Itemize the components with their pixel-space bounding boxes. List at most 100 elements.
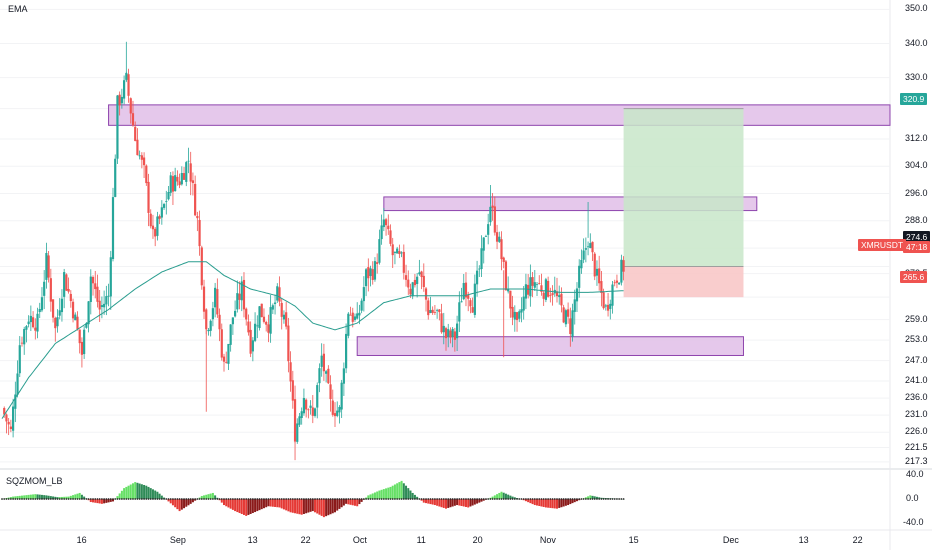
candle	[491, 193, 494, 221]
candle	[5, 413, 8, 434]
momentum-bar	[551, 499, 554, 509]
candle	[322, 343, 325, 381]
squeeze-dot	[516, 498, 518, 500]
candle-body	[116, 95, 119, 159]
momentum-bar	[291, 499, 294, 513]
candle-body	[67, 288, 70, 292]
candle-body	[60, 298, 64, 313]
momentum-bar	[314, 499, 317, 513]
squeeze-dot	[567, 498, 569, 500]
price-tick-label: 253.0	[905, 334, 928, 345]
candle-body	[278, 287, 281, 302]
momentum-bar	[564, 499, 567, 506]
candle	[222, 353, 226, 372]
candle-body	[234, 310, 237, 317]
squeeze-dot	[185, 498, 188, 500]
candle-body	[100, 305, 103, 307]
squeeze-dot	[158, 498, 161, 500]
squeeze-dot	[112, 498, 114, 500]
squeeze-dot	[369, 498, 372, 500]
squeeze-dot	[380, 498, 383, 500]
momentum-bar	[147, 486, 150, 499]
squeeze-dot	[405, 498, 407, 500]
candle-body	[189, 163, 192, 182]
momentum-bar	[549, 499, 552, 508]
squeeze-dot	[513, 498, 516, 500]
momentum-bar	[72, 495, 75, 499]
candle-body	[267, 324, 270, 333]
squeeze-dot	[143, 498, 145, 500]
candle	[347, 312, 350, 339]
candle-body	[191, 180, 195, 183]
candle-body	[256, 325, 259, 327]
squeeze-dot	[558, 498, 561, 500]
squeeze-dot	[169, 498, 172, 500]
candle	[500, 231, 503, 271]
candle	[533, 269, 536, 291]
momentum-bar	[540, 499, 543, 507]
momentum-bar	[180, 499, 183, 510]
candle-body	[491, 205, 494, 208]
candle-body	[245, 308, 248, 320]
candle	[586, 241, 590, 256]
candle-body	[31, 317, 35, 328]
candle	[313, 407, 317, 418]
momentum-bar	[234, 499, 237, 512]
candle	[167, 185, 170, 201]
candle-body	[3, 408, 6, 415]
squeeze-dot	[251, 498, 254, 500]
squeeze-dot	[536, 498, 538, 500]
squeeze-dot	[411, 498, 414, 500]
candle	[433, 305, 436, 316]
candle	[569, 307, 572, 347]
candle	[131, 100, 135, 127]
momentum-bar	[556, 499, 558, 509]
momentum-bar	[12, 496, 15, 499]
squeeze-dot	[525, 498, 527, 500]
candle-body	[307, 409, 310, 411]
candle-body	[586, 246, 590, 248]
squeeze-dot	[551, 498, 554, 500]
squeeze-dot	[538, 498, 541, 500]
momentum-bar	[220, 499, 223, 503]
squeeze-dot	[580, 498, 583, 500]
candle	[16, 360, 19, 398]
squeeze-dot	[394, 498, 396, 500]
momentum-bar	[387, 487, 390, 499]
candle	[256, 315, 259, 339]
squeeze-dot	[458, 498, 461, 500]
candle	[451, 327, 454, 348]
candle	[247, 314, 250, 336]
candle	[325, 369, 328, 383]
momentum-bar	[380, 489, 383, 499]
candle	[349, 306, 352, 316]
candle-body	[575, 288, 579, 302]
candle-body	[615, 280, 619, 283]
momentum-bar	[136, 482, 139, 499]
momentum-bar	[49, 496, 52, 499]
squeeze-dot	[371, 498, 374, 500]
squeeze-dot	[518, 498, 521, 500]
candle-body	[49, 278, 52, 302]
candle	[54, 316, 57, 342]
candle	[504, 259, 508, 291]
candle	[342, 362, 345, 396]
candle-body	[493, 206, 496, 233]
squeeze-dot	[23, 498, 26, 500]
momentum-bar	[154, 490, 157, 499]
squeeze-dot	[29, 498, 32, 500]
squeeze-dot	[132, 498, 134, 500]
squeeze-dot	[358, 498, 361, 500]
candle	[103, 290, 106, 315]
momentum-bar	[52, 496, 55, 499]
squeeze-dot	[258, 498, 261, 500]
squeeze-dot	[569, 498, 572, 500]
squeeze-dot	[309, 498, 312, 500]
candle	[495, 224, 499, 250]
price-tick-label: 312.0	[905, 132, 928, 143]
squeeze-dot	[147, 498, 150, 500]
candle	[471, 297, 474, 313]
momentum-bar	[260, 499, 263, 510]
